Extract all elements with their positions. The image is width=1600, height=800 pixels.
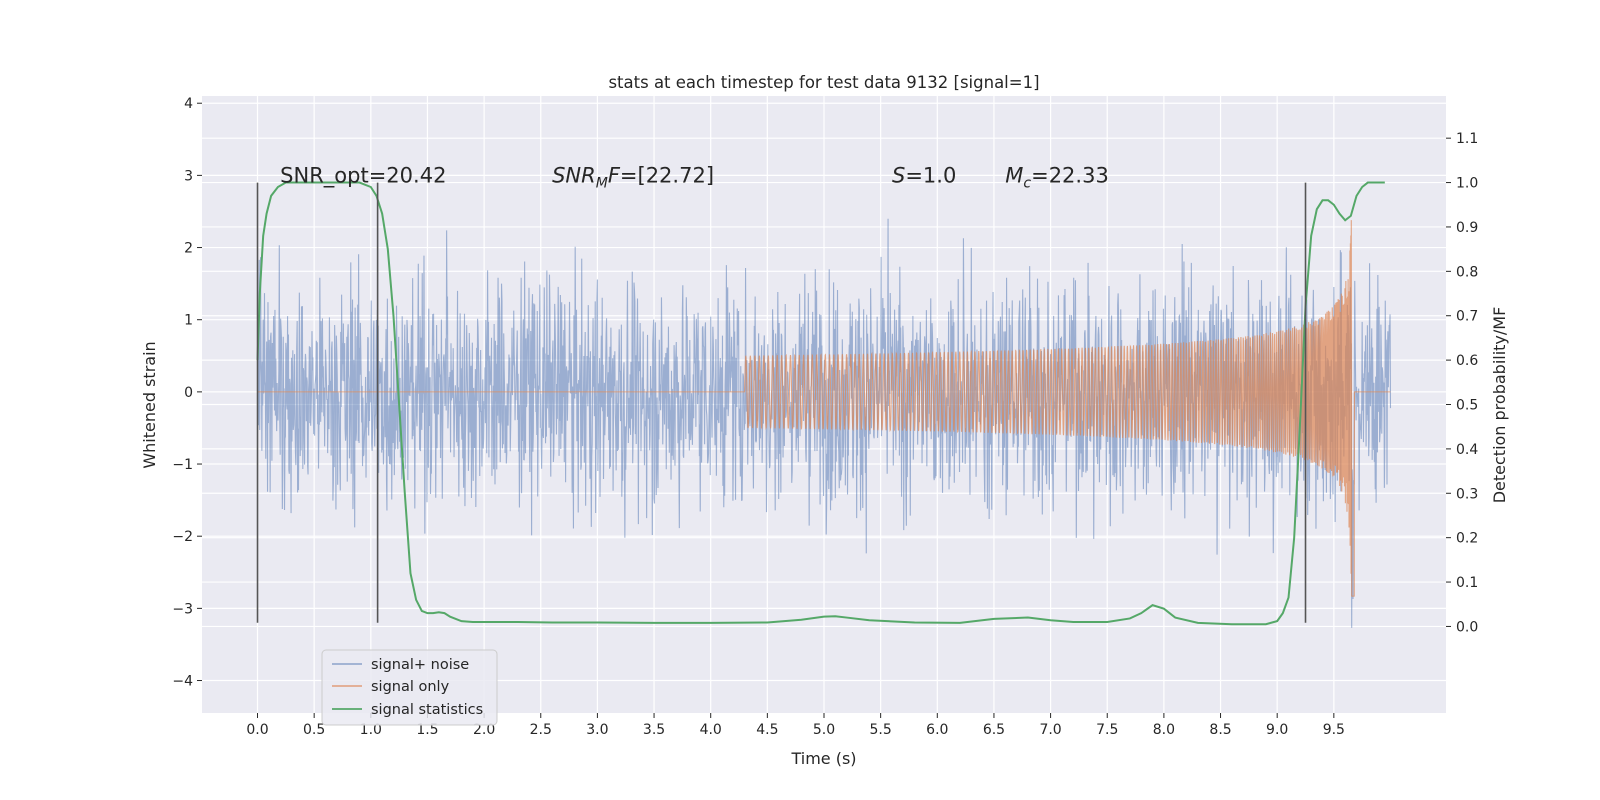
y2-tick-label-7: 0.7 xyxy=(1456,309,1478,325)
x-tick-label-5: 2.5 xyxy=(530,722,552,738)
y2-tick-label-5: 0.5 xyxy=(1456,398,1478,414)
y2-tick-label-11: 1.1 xyxy=(1456,131,1478,147)
y2-tick-label-2: 0.2 xyxy=(1456,531,1478,547)
legend-label-signal-only: signal only xyxy=(371,679,450,695)
x-tick-label-8: 4.0 xyxy=(700,722,722,738)
legend-label-signal-noise: signal+ noise xyxy=(371,657,469,673)
y2-tick-label-4: 0.4 xyxy=(1456,442,1478,458)
x-tick-label-7: 3.5 xyxy=(643,722,665,738)
y-tick-label-7: 3 xyxy=(184,168,193,184)
y2-tick-label-0: 0.0 xyxy=(1456,619,1478,635)
chart-title: stats at each timestep for test data 913… xyxy=(608,73,1039,92)
x-tick-label-6: 3.0 xyxy=(586,722,608,738)
y2-ticks: 0.0 0.1 0.2 0.3 0.4 0.5 0.6 0.7 0.8 0.9 1.0 1.1 xyxy=(1446,131,1478,635)
legend-label-signal-statistics: signal statistics xyxy=(371,702,483,718)
y2-tick-label-10: 1.0 xyxy=(1456,176,1478,192)
x-tick-label-16: 8.0 xyxy=(1153,722,1175,738)
annotations: SNR_opt=20.42 SNRMF=[22.72] S=1.0 Mc=22.33 xyxy=(280,163,1109,191)
x-tick-label-2: 1.0 xyxy=(360,722,382,738)
y-tick-label-3: −1 xyxy=(172,457,193,473)
x-tick-label-9: 4.5 xyxy=(756,722,778,738)
y-tick-label-5: 1 xyxy=(184,313,193,329)
y2-tick-label-3: 0.3 xyxy=(1456,486,1478,502)
x-tick-label-19: 9.5 xyxy=(1323,722,1345,738)
x-tick-label-11: 5.5 xyxy=(870,722,892,738)
annotation-3-base: M xyxy=(1005,163,1023,187)
x-tick-label-15: 7.5 xyxy=(1096,722,1118,738)
x-tick-label-13: 6.5 xyxy=(983,722,1005,738)
annotation-1-f: F xyxy=(608,163,621,187)
y-tick-label-0: −4 xyxy=(172,674,193,690)
x-tick-label-18: 9.0 xyxy=(1266,722,1288,738)
annotation-3-value: =22.33 xyxy=(1031,163,1109,187)
y-tick-label-1: −3 xyxy=(172,601,193,617)
series-signal-only xyxy=(257,220,1391,597)
x-tick-label-12: 6.0 xyxy=(926,722,948,738)
y2-tick-label-8: 0.8 xyxy=(1456,264,1478,280)
annotation-3: Mc=22.33 xyxy=(1005,163,1109,191)
annotation-1: SNRMF=[22.72] xyxy=(552,163,714,191)
y2-tick-label-9: 0.9 xyxy=(1456,220,1478,236)
y-axis-label: Whitened strain xyxy=(140,341,159,468)
annotation-2-value: =1.0 xyxy=(905,163,956,187)
y2-axis-label: Detection probability/MF xyxy=(1490,307,1509,504)
x-axis-label: Time (s) xyxy=(790,749,856,768)
vertical-markers xyxy=(256,182,1307,623)
y2-tick-label-1: 0.1 xyxy=(1456,575,1478,591)
x-tick-label-3: 1.5 xyxy=(416,722,438,738)
x-tick-label-14: 7.0 xyxy=(1039,722,1061,738)
annotation-1-value: =[22.72] xyxy=(620,163,714,187)
annotation-3-sub: c xyxy=(1023,175,1031,191)
legend: signal+ noise signal only signal statist… xyxy=(321,649,498,726)
signal-only-layer xyxy=(257,220,1391,597)
x-tick-label-10: 5.0 xyxy=(813,722,835,738)
x-tick-label-17: 8.5 xyxy=(1209,722,1231,738)
annotation-1-base: SNR xyxy=(552,163,596,187)
annotation-2-base: S xyxy=(892,163,905,187)
x-tick-label-1: 0.5 xyxy=(303,722,325,738)
legend-box xyxy=(321,649,498,726)
y-tick-label-4: 0 xyxy=(184,385,193,401)
x-tick-label-0: 0.0 xyxy=(246,722,268,738)
y-ticks: −4 −3 −2 −1 0 1 2 3 4 xyxy=(172,96,202,690)
annotation-2: S=1.0 xyxy=(892,163,956,187)
y-tick-label-2: −2 xyxy=(172,529,193,545)
x-ticks: 0.0 0.5 1.0 1.5 2.0 2.5 3.0 3.5 4.0 4.5 5.0 5.5 6.0 6… xyxy=(246,713,1345,738)
y-tick-label-6: 2 xyxy=(184,241,193,257)
y-tick-label-8: 4 xyxy=(184,96,193,112)
x-tick-label-4: 2.0 xyxy=(473,722,495,738)
annotation-0: SNR_opt=20.42 xyxy=(280,163,446,188)
annotation-1-sub: M xyxy=(596,175,608,191)
y2-tick-label-6: 0.6 xyxy=(1456,353,1478,369)
